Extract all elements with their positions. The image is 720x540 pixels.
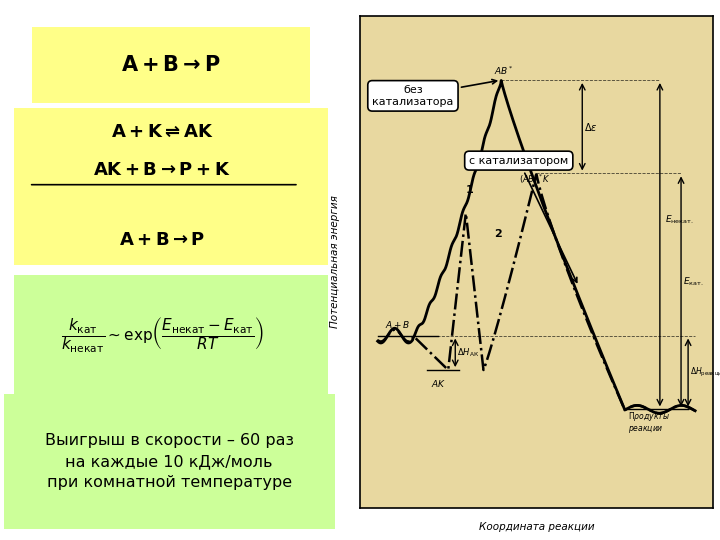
Text: $(AB)^*K$: $(AB)^*K$ xyxy=(518,173,550,186)
Text: $AB^*$: $AB^*$ xyxy=(494,65,514,77)
Text: $\mathbf{A + B \rightarrow P}$: $\mathbf{A + B \rightarrow P}$ xyxy=(119,231,205,249)
Text: $E_{\rm кат.}$: $E_{\rm кат.}$ xyxy=(683,275,703,288)
Text: $\Pi \rho о д у к т ы$
$р е а к ц и и$: $\Pi \rho о д у к т ы$ $р е а к ц и и$ xyxy=(628,410,670,435)
Text: $\mathbf{A + B \rightarrow P}$: $\mathbf{A + B \rightarrow P}$ xyxy=(121,55,221,75)
Text: 1: 1 xyxy=(466,185,474,195)
FancyBboxPatch shape xyxy=(14,108,328,265)
FancyBboxPatch shape xyxy=(4,394,335,529)
Text: Потенциальная энергия: Потенциальная энергия xyxy=(330,195,341,328)
Text: $\Delta H_{\rm АК}$: $\Delta H_{\rm АК}$ xyxy=(457,347,479,359)
Text: с катализатором: с катализатором xyxy=(469,156,577,282)
Text: Выигрыш в скорости – 60 раз
на каждые 10 кДж/моль
при комнатной температуре: Выигрыш в скорости – 60 раз на каждые 10… xyxy=(45,433,294,490)
FancyBboxPatch shape xyxy=(32,27,310,103)
Text: без
катализатора: без катализатора xyxy=(372,79,497,107)
Text: $\dfrac{k_{\rm кат}}{k_{\rm некат}} \sim \exp\!\left(\dfrac{E_{\rm некат} - E_{\: $\dfrac{k_{\rm кат}}{k_{\rm некат}} \sim… xyxy=(60,315,264,355)
Text: $A+B$: $A+B$ xyxy=(384,319,410,330)
FancyBboxPatch shape xyxy=(14,275,328,394)
Text: $\mathbf{AK + B \rightarrow P + K}$: $\mathbf{AK + B \rightarrow P + K}$ xyxy=(93,161,231,179)
Text: Координата реакции: Координата реакции xyxy=(479,522,594,532)
Text: 2: 2 xyxy=(494,230,502,239)
Text: $\Delta\varepsilon$: $\Delta\varepsilon$ xyxy=(584,121,598,133)
Text: $\mathbf{A + K \rightleftharpoons AK}$: $\mathbf{A + K \rightleftharpoons AK}$ xyxy=(111,123,213,141)
Text: $\Delta H_{\rm реакции}$: $\Delta H_{\rm реакции}$ xyxy=(690,366,720,379)
Text: $E_{\rm некат.}$: $E_{\rm некат.}$ xyxy=(665,214,693,226)
Text: $AK$: $AK$ xyxy=(431,378,446,389)
